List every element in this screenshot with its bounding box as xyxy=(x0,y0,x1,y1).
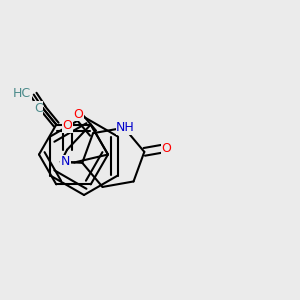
Text: NH: NH xyxy=(116,121,135,134)
Text: HC: HC xyxy=(13,87,32,100)
Text: N: N xyxy=(61,155,70,168)
Text: O: O xyxy=(162,142,171,155)
Text: O: O xyxy=(73,108,83,121)
Text: C: C xyxy=(34,102,43,115)
Text: O: O xyxy=(62,119,72,132)
